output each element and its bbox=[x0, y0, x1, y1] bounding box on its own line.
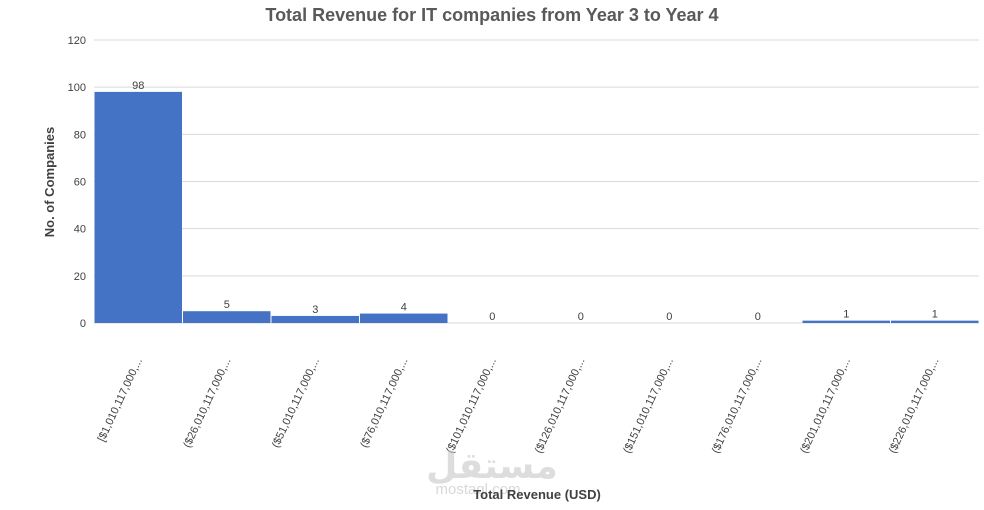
bars bbox=[94, 91, 979, 323]
data-label: 1 bbox=[932, 309, 938, 321]
y-axis-label: No. of Companies bbox=[42, 127, 57, 238]
data-label: 0 bbox=[489, 311, 495, 323]
x-tick-label: ($26,010,117,000,... bbox=[181, 356, 233, 450]
bar-3 bbox=[360, 313, 448, 323]
y-axis-ticks: 0 20 40 60 80 100 120 bbox=[68, 35, 86, 330]
y-tick-label: 40 bbox=[74, 224, 86, 236]
x-tick-label: ($101,010,117,000,... bbox=[444, 356, 499, 455]
y-tick-label: 120 bbox=[68, 35, 86, 47]
data-label: 4 bbox=[401, 302, 407, 314]
watermark-site: mostaql.com bbox=[435, 481, 520, 498]
bar-9 bbox=[891, 320, 979, 323]
data-label: 1 bbox=[843, 309, 849, 321]
data-label: 0 bbox=[755, 311, 761, 323]
y-tick-label: 0 bbox=[80, 318, 86, 330]
x-tick-label: [$1,010,117,000,... bbox=[96, 356, 145, 443]
gridlines bbox=[94, 39, 979, 324]
x-tick-label: ($176,010,117,000,... bbox=[710, 356, 765, 455]
y-tick-label: 60 bbox=[74, 177, 86, 189]
x-tick-label: ($126,010,117,000,... bbox=[533, 356, 588, 455]
watermark-logo: مستقل bbox=[426, 445, 558, 486]
x-tick-label: ($51,010,117,000,... bbox=[270, 356, 322, 450]
data-label: 0 bbox=[666, 311, 672, 323]
data-label: 98 bbox=[132, 80, 144, 92]
data-label: 3 bbox=[312, 304, 318, 316]
data-label: 5 bbox=[224, 299, 230, 311]
x-tick-label: ($226,010,117,000,... bbox=[887, 356, 942, 455]
bar-8 bbox=[802, 320, 890, 323]
chart-title: Total Revenue for IT companies from Year… bbox=[265, 5, 718, 25]
bar-1 bbox=[183, 311, 271, 323]
x-tick-label: ($201,010,117,000,... bbox=[798, 356, 853, 455]
x-tick-label: ($151,010,117,000,... bbox=[621, 356, 676, 455]
y-tick-label: 20 bbox=[74, 271, 86, 283]
x-axis-label: Total Revenue (USD) bbox=[473, 487, 601, 502]
y-tick-label: 100 bbox=[68, 82, 86, 94]
x-tick-label: ($76,010,117,000,... bbox=[358, 356, 410, 450]
data-label: 0 bbox=[578, 311, 584, 323]
y-tick-label: 80 bbox=[74, 129, 86, 141]
mostaql-watermark: مستقل mostaql.com bbox=[426, 445, 558, 498]
x-axis-ticks: [$1,010,117,000,... ($26,010,117,000,... (… bbox=[96, 356, 942, 455]
data-labels: 98 5 3 4 0 0 0 0 1 1 bbox=[132, 80, 938, 323]
bar-2 bbox=[271, 315, 359, 323]
bar-0 bbox=[94, 91, 182, 323]
